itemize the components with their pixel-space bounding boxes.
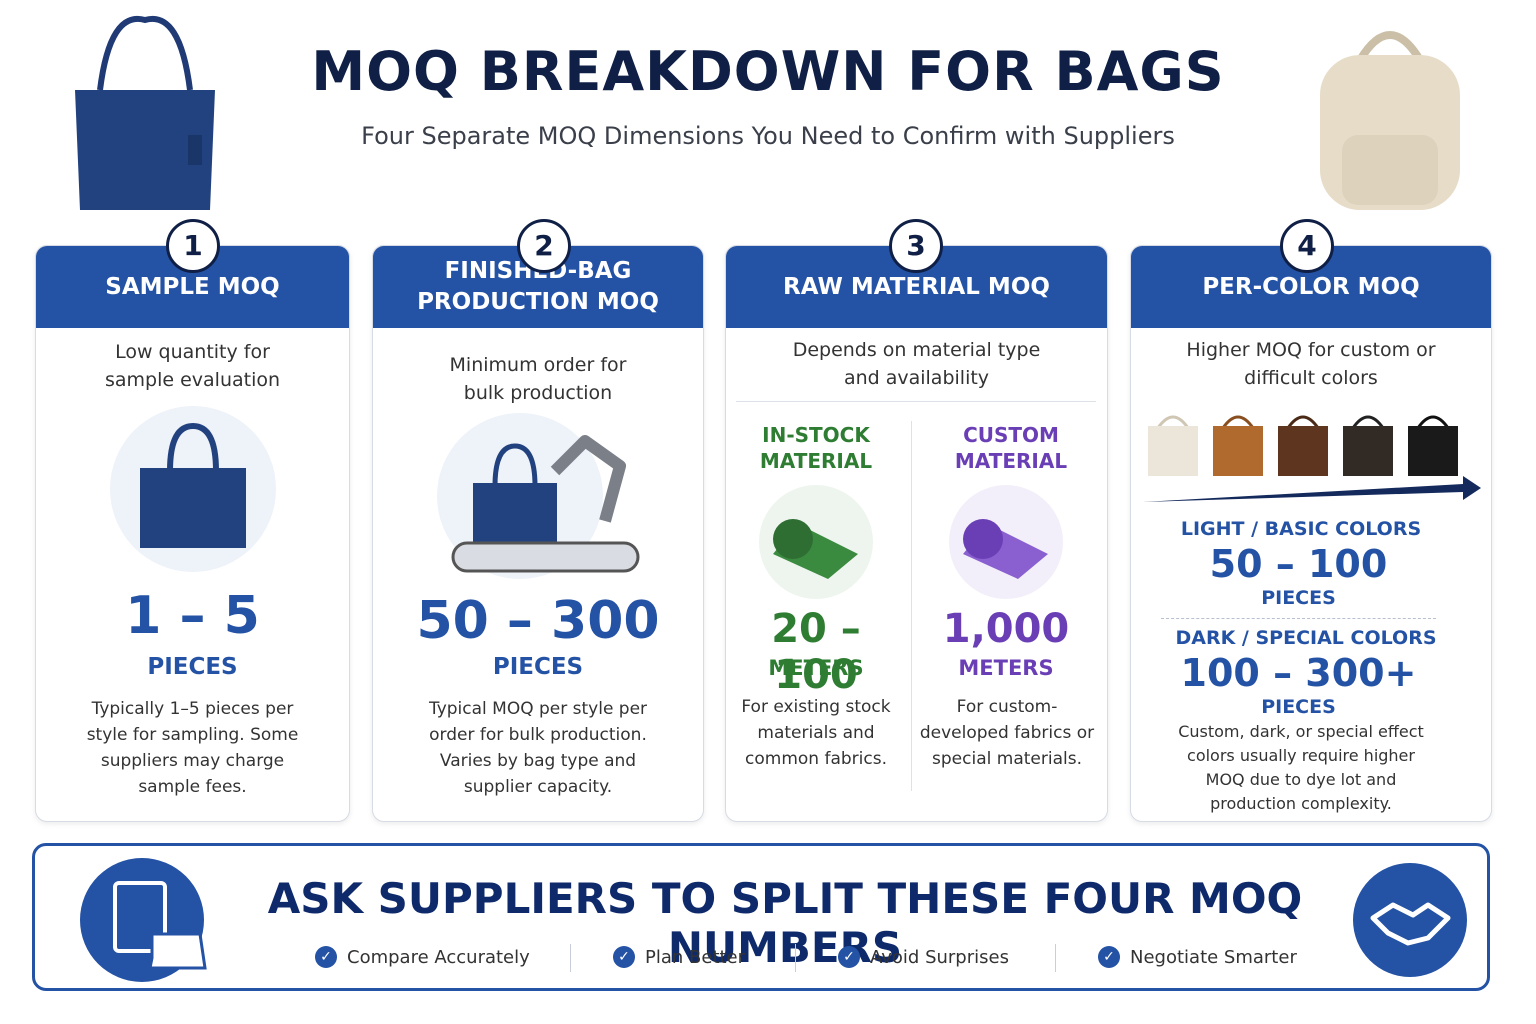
bag-handle [97, 15, 193, 91]
bag-tag [188, 135, 202, 165]
card: FINISHED-BAG PRODUCTION MOQ Minimum orde… [372, 245, 704, 822]
benefit: ✓ Plan Better [613, 946, 745, 968]
option-note: For custom-developed fabrics or special … [919, 697, 1095, 769]
unit: PIECES [147, 654, 238, 680]
roll [773, 519, 813, 559]
conveyor [451, 541, 640, 573]
option-label: CUSTOM MATERIAL [954, 423, 1068, 473]
benefit-text: Plan Better [645, 946, 746, 968]
benefit: ✓ Negotiate Smarter [1098, 946, 1297, 968]
backpack-image [1320, 31, 1460, 210]
bag [1148, 415, 1198, 476]
bag-handle [167, 422, 219, 472]
bag [1408, 415, 1458, 476]
color-bags-icon [1143, 415, 1481, 502]
unit: METERS [958, 656, 1054, 680]
check-icon: ✓ [315, 946, 337, 968]
step-number: 1 [166, 219, 220, 273]
benefit-text: Compare Accurately [347, 946, 530, 968]
check-icon: ✓ [613, 946, 635, 968]
title: MOQ BREAKDOWN FOR BAGS [311, 40, 1225, 103]
divider [736, 401, 1096, 402]
bag-body [473, 483, 557, 545]
divider [911, 421, 912, 791]
card-note: Typically 1–5 pieces per style for sampl… [86, 699, 299, 797]
benefit: ✓ Avoid Surprises [838, 946, 1009, 968]
footer-banner: ASK SUPPLIERS TO SPLIT THESE FOUR MOQ NU… [32, 843, 1490, 991]
backpack-pocket [1342, 135, 1438, 205]
green-roll-icon [759, 485, 873, 599]
card-note: Custom, dark, or special effect colors u… [1178, 722, 1424, 813]
handshake-icon [1353, 863, 1467, 977]
quantity: 100 – 300+ [1180, 651, 1417, 695]
card-description: Low quantity for sample evaluation [104, 341, 281, 391]
benefit-text: Negotiate Smarter [1130, 946, 1297, 968]
card-note: Typical MOQ per style per order for bulk… [428, 699, 648, 797]
clipboard [113, 881, 167, 953]
unit: PIECES [1261, 587, 1336, 609]
step-number: 4 [1280, 219, 1334, 273]
separator [570, 944, 571, 972]
bag-body [75, 90, 215, 210]
bag-handle [492, 443, 538, 487]
quantity: 20 – 100 [771, 606, 861, 698]
unit: METERS [768, 656, 864, 680]
unit: PIECES [1261, 696, 1336, 718]
tier-label: LIGHT / BASIC COLORS [1180, 518, 1422, 540]
benefit: ✓ Compare Accurately [315, 946, 530, 968]
check-icon: ✓ [1098, 946, 1120, 968]
footer-title: ASK SUPPLIERS TO SPLIT THESE FOUR MOQ NU… [267, 874, 1303, 972]
divider [1161, 618, 1436, 619]
card: RAW MATERIAL MOQ Depends on material typ… [725, 245, 1108, 822]
separator [1055, 944, 1056, 972]
benefit-text: Avoid Surprises [870, 946, 1009, 968]
card-description: Minimum order for bulk production [449, 354, 627, 404]
production-icon [437, 413, 640, 579]
separator [795, 944, 796, 972]
card: PER-COLOR MOQ Higher MOQ for custom or d… [1130, 245, 1492, 822]
quantity: 50 – 300 [416, 591, 660, 651]
checklist-icon [80, 858, 207, 982]
bag-body [140, 468, 246, 548]
unit: PIECES [492, 654, 584, 680]
roll [963, 519, 1003, 559]
bag [1343, 415, 1393, 476]
quantity: 1,000 [942, 606, 1070, 652]
quantity: 1 – 5 [125, 586, 260, 646]
option-note: For existing stock materials and common … [741, 697, 891, 769]
robot-arm [550, 435, 626, 523]
step-number: 3 [889, 219, 943, 273]
bag [148, 932, 207, 970]
bag [1213, 415, 1263, 476]
quantity: 50 – 100 [1209, 542, 1388, 586]
card-description: Higher MOQ for custom or difficult color… [1186, 339, 1436, 389]
sample-bag-icon [110, 406, 276, 572]
tier-label: DARK / SPECIAL COLORS [1175, 627, 1437, 649]
subtitle: Four Separate MOQ Dimensions You Need to… [361, 122, 1175, 150]
tote-bag-image [75, 15, 215, 210]
purple-roll-icon [949, 485, 1063, 599]
icon-circle [1353, 863, 1467, 977]
backpack-handle [1356, 31, 1424, 63]
card-description: Depends on material type and availabilit… [792, 339, 1041, 389]
check-icon: ✓ [838, 946, 860, 968]
card: SAMPLE MOQ Low quantity for sample evalu… [35, 245, 350, 822]
step-number: 2 [517, 219, 571, 273]
handshake [1370, 902, 1451, 946]
option-label: IN-STOCK MATERIAL [759, 423, 873, 473]
bag [1278, 415, 1328, 476]
gradient-arrow [1143, 476, 1481, 502]
